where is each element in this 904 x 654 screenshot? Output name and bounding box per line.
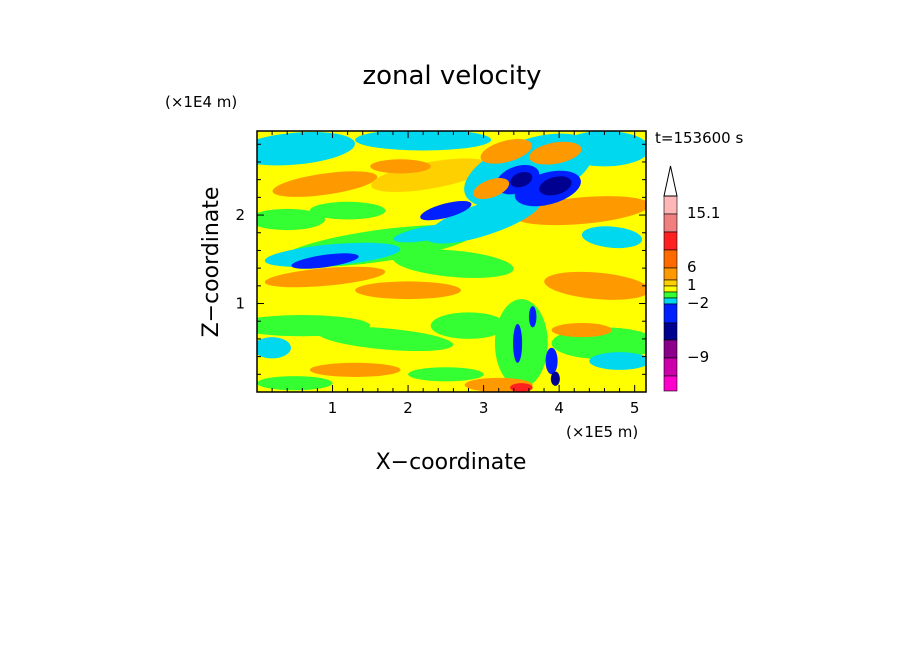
contour-region [545, 347, 558, 375]
contour-region [257, 337, 291, 359]
contour-region [355, 281, 461, 300]
colorbar-label: 15.1 [687, 204, 720, 222]
chart-title: zonal velocity [362, 61, 541, 91]
y-axis-label: Z−coordinate [199, 187, 224, 338]
plot-frame [256, 130, 647, 393]
contour-region [309, 362, 401, 377]
colorbar-label: 1 [687, 276, 697, 294]
colorbar-swatch [663, 213, 678, 233]
contour-region [581, 226, 643, 249]
colorbar-swatch [663, 285, 678, 293]
time-label: t=153600 s [655, 129, 743, 147]
contour-region [257, 208, 325, 231]
contour-region [370, 159, 431, 174]
colorbar-swatch [663, 297, 678, 305]
colorbar-swatch [663, 322, 678, 341]
contour-region [528, 306, 537, 328]
contour-region [317, 326, 454, 352]
x-axis-label: X−coordinate [376, 450, 527, 475]
y-unit-label: (×1E4 m) [165, 93, 237, 111]
contour-region [355, 131, 492, 151]
contour-region [430, 312, 507, 339]
colorbar-label: −2 [687, 294, 709, 312]
contour-region [393, 223, 468, 243]
contour-region [393, 249, 514, 278]
contour-region [550, 371, 560, 386]
heatmap-field [257, 131, 646, 392]
colorbar-swatch [663, 249, 678, 269]
y-tick-label: 1 [235, 295, 245, 313]
contour-region [272, 171, 378, 197]
contour-region [473, 177, 510, 200]
x-tick-label: 4 [554, 399, 564, 417]
contour-region [510, 383, 533, 392]
colorbar: 15.1 61−2 −9 [663, 165, 720, 392]
axis-ticks: 1 2 3 4 5 1 2 [235, 131, 646, 417]
contour-region [589, 352, 646, 370]
colorbar-swatch [663, 339, 678, 359]
contour-region [551, 322, 613, 338]
x-tick-label: 5 [630, 399, 640, 417]
contour-region [309, 201, 386, 220]
contour-region [420, 200, 472, 221]
colorbar-swatch [663, 279, 678, 287]
colorbar-swatch [663, 375, 678, 392]
colorbar-swatch [663, 231, 678, 251]
y-tick-label: 2 [235, 206, 245, 224]
contour-region [371, 158, 491, 192]
contour-region [510, 171, 533, 188]
x-tick-label: 3 [479, 399, 489, 417]
colorbar-label: 6 [687, 258, 697, 276]
contour-region [264, 266, 386, 288]
x-tick-label: 1 [328, 399, 338, 417]
contour-region [539, 176, 572, 196]
contour-region [291, 253, 359, 269]
contour-region [257, 131, 355, 166]
contour-region [544, 271, 646, 300]
colorbar-swatch [663, 303, 678, 324]
colorbar-swatch [663, 267, 678, 281]
colorbar-arrow [663, 165, 678, 197]
contour-region [408, 367, 484, 382]
colorbar-swatch [663, 195, 678, 215]
contour-region [529, 141, 582, 165]
x-unit-label: (×1E5 m) [566, 423, 638, 441]
contour-region [257, 376, 333, 391]
colorbar-swatch [663, 357, 678, 377]
colorbar-swatch [663, 291, 678, 299]
x-tick-label: 2 [403, 399, 413, 417]
contour-region [480, 139, 532, 164]
colorbar-label: −9 [687, 348, 709, 366]
contour-region [513, 323, 523, 363]
